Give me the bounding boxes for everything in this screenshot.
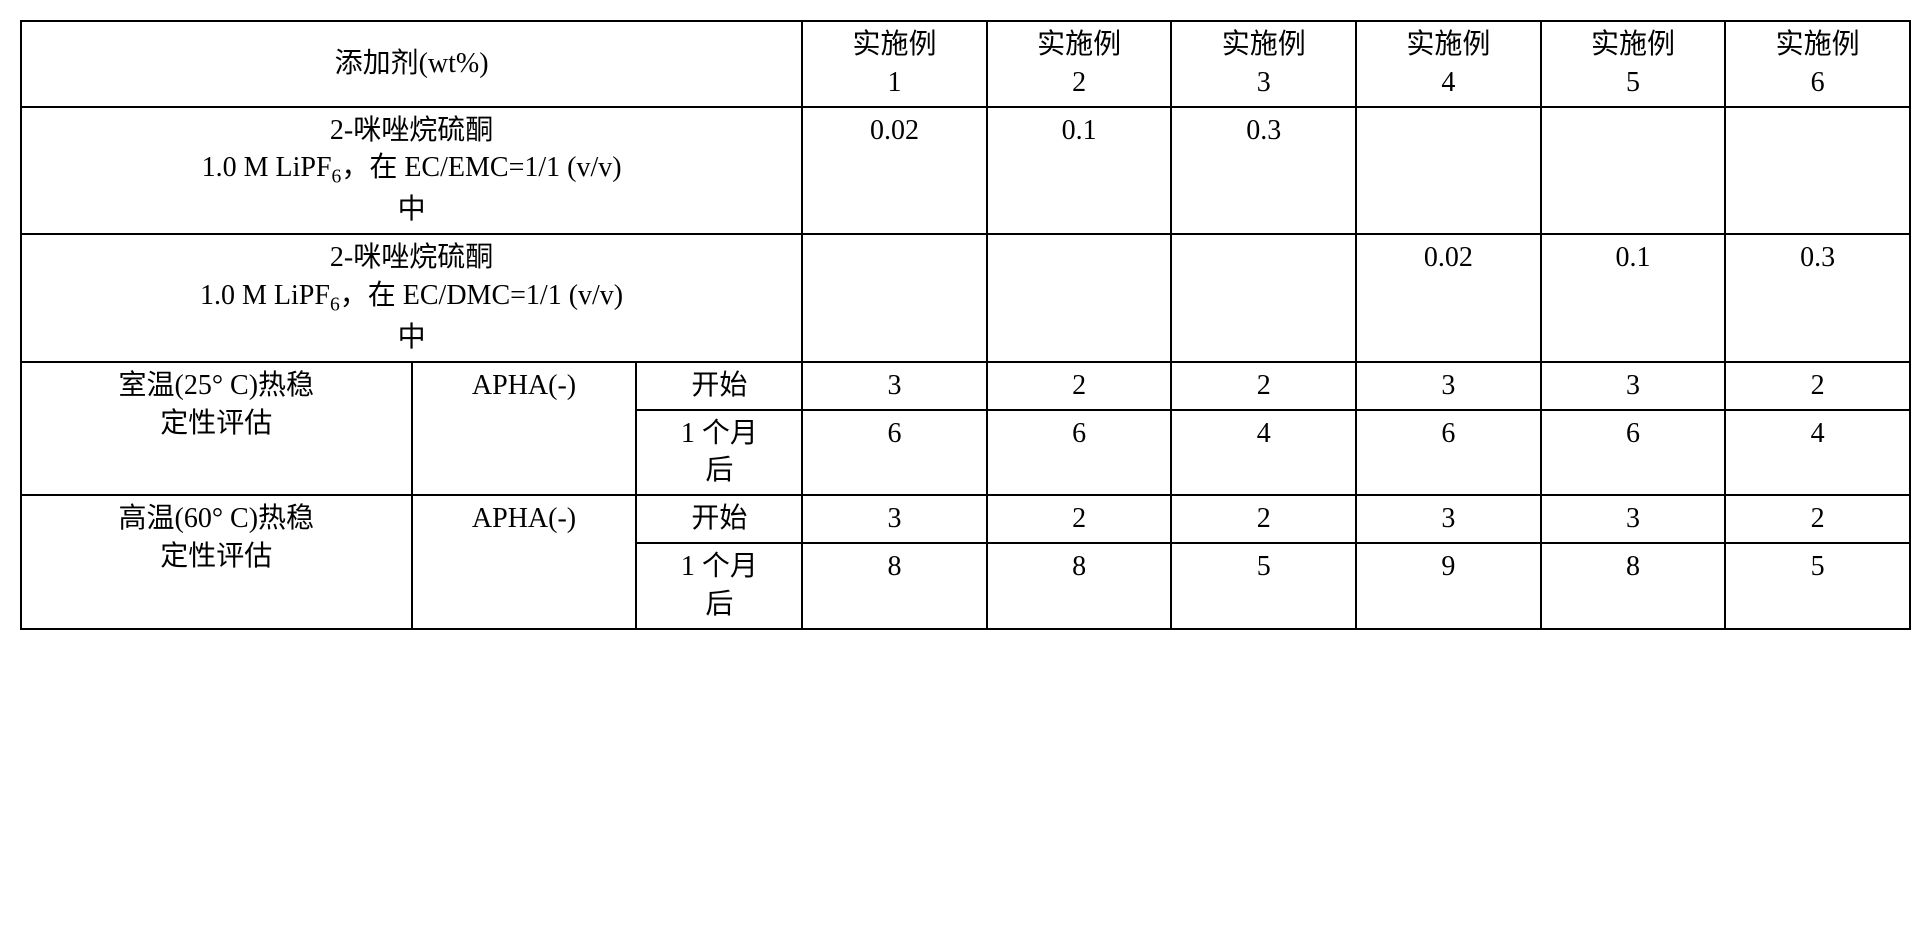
table-cell: 5 [1171, 543, 1356, 629]
ht-label: 高温(60° C)热稳 定性评估 [21, 495, 412, 628]
col-example-6: 实施例6 [1725, 21, 1910, 107]
start-label: 开始 [636, 362, 802, 410]
table-cell: 2 [1725, 362, 1910, 410]
table-cell [802, 234, 987, 362]
table-cell: 3 [1541, 362, 1726, 410]
table-cell: 3 [1356, 362, 1541, 410]
data-table: 添加剂(wt%) 实施例1 实施例2 实施例3 实施例4 实施例5 实施例6 2… [20, 20, 1911, 630]
after-label: 1 个月 后 [636, 543, 802, 629]
table-cell [1541, 107, 1726, 235]
table-cell: 0.3 [1171, 107, 1356, 235]
table-cell: 3 [802, 495, 987, 543]
formulation-row-1: 2-咪唑烷硫酮 1.0 M LiPF6，在 EC/EMC=1/1 (v/v) 中… [21, 107, 1910, 235]
formulation-1-label: 2-咪唑烷硫酮 1.0 M LiPF6，在 EC/EMC=1/1 (v/v) 中 [21, 107, 802, 235]
col-example-5: 实施例5 [1541, 21, 1726, 107]
table-cell: 2 [1171, 362, 1356, 410]
table-cell: 0.1 [1541, 234, 1726, 362]
table-cell: 2 [987, 362, 1172, 410]
table-cell: 8 [1541, 543, 1726, 629]
table-cell: 8 [987, 543, 1172, 629]
table-cell [1171, 234, 1356, 362]
table-cell: 6 [1541, 410, 1726, 496]
apha-label: APHA(-) [412, 495, 637, 628]
col-example-3: 实施例3 [1171, 21, 1356, 107]
rt-start-row: 室温(25° C)热稳 定性评估 APHA(-) 开始 3 2 2 3 3 2 [21, 362, 1910, 410]
table-cell [1725, 107, 1910, 235]
table-cell: 0.3 [1725, 234, 1910, 362]
table-cell: 6 [1356, 410, 1541, 496]
table-cell: 0.1 [987, 107, 1172, 235]
table-cell: 5 [1725, 543, 1910, 629]
after-label: 1 个月 后 [636, 410, 802, 496]
rt-label: 室温(25° C)热稳 定性评估 [21, 362, 412, 495]
table-cell: 6 [987, 410, 1172, 496]
table-cell [1356, 107, 1541, 235]
formulation-2-label: 2-咪唑烷硫酮 1.0 M LiPF6，在 EC/DMC=1/1 (v/v) 中 [21, 234, 802, 362]
formulation-row-2: 2-咪唑烷硫酮 1.0 M LiPF6，在 EC/DMC=1/1 (v/v) 中… [21, 234, 1910, 362]
header-row: 添加剂(wt%) 实施例1 实施例2 实施例3 实施例4 实施例5 实施例6 [21, 21, 1910, 107]
start-label: 开始 [636, 495, 802, 543]
table-cell: 2 [987, 495, 1172, 543]
col-example-1: 实施例1 [802, 21, 987, 107]
table-cell: 8 [802, 543, 987, 629]
table-cell: 9 [1356, 543, 1541, 629]
table-cell: 0.02 [1356, 234, 1541, 362]
table-cell: 3 [1541, 495, 1726, 543]
table-cell: 2 [1171, 495, 1356, 543]
apha-label: APHA(-) [412, 362, 637, 495]
col-example-4: 实施例4 [1356, 21, 1541, 107]
col-example-2: 实施例2 [987, 21, 1172, 107]
table-cell: 0.02 [802, 107, 987, 235]
additive-header: 添加剂(wt%) [21, 21, 802, 107]
table-cell: 6 [802, 410, 987, 496]
table-cell: 4 [1725, 410, 1910, 496]
ht-start-row: 高温(60° C)热稳 定性评估 APHA(-) 开始 3 2 2 3 3 2 [21, 495, 1910, 543]
table-cell: 2 [1725, 495, 1910, 543]
table-cell [987, 234, 1172, 362]
table-cell: 4 [1171, 410, 1356, 496]
table-cell: 3 [802, 362, 987, 410]
table-cell: 3 [1356, 495, 1541, 543]
